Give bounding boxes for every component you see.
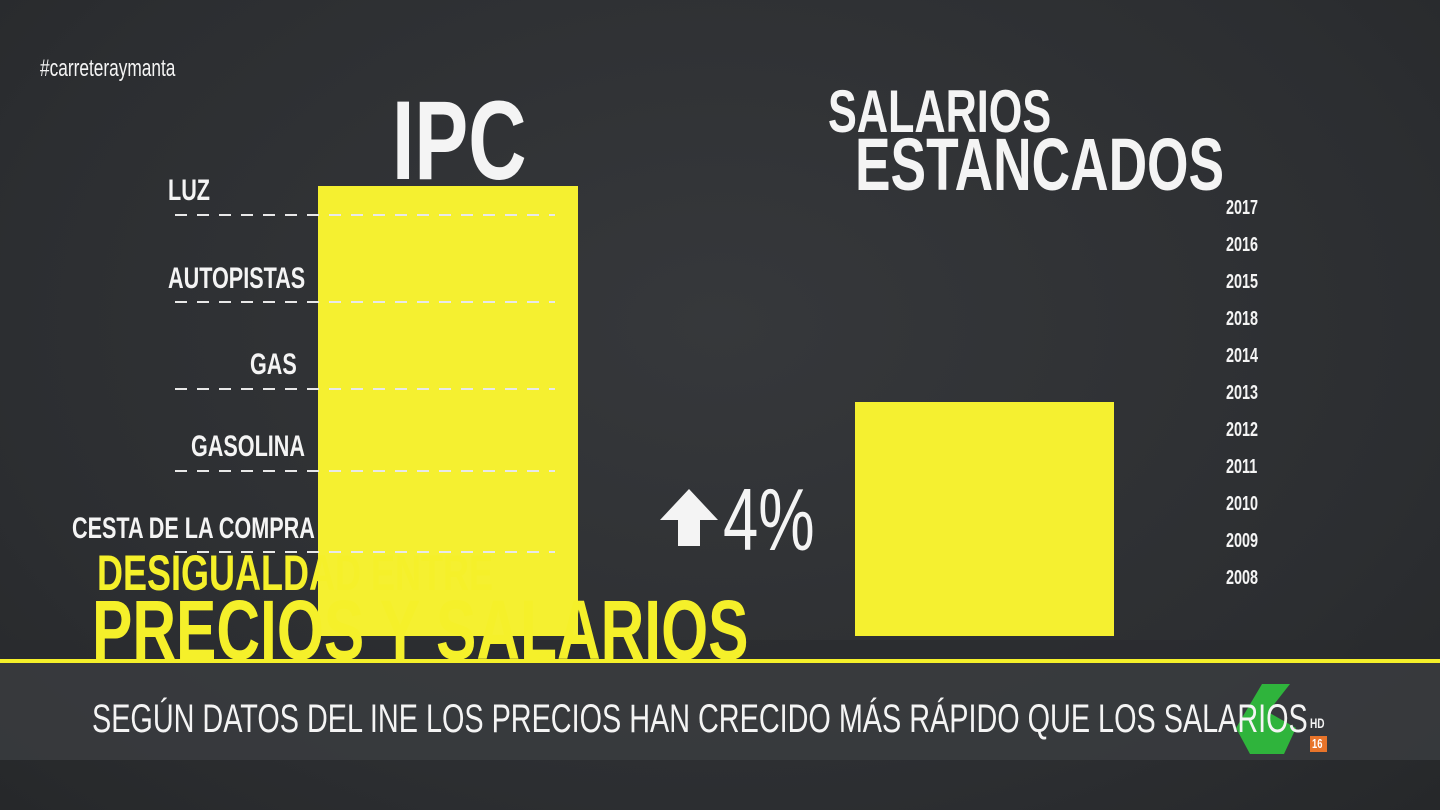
year-label: 2011 — [1226, 456, 1258, 478]
year-label: 2016 — [1226, 234, 1259, 256]
ipc-item-label: LUZ — [168, 174, 210, 207]
kicker: DESIGUALDAD ENTRE — [97, 545, 494, 601]
change-label: 4% — [723, 470, 815, 569]
year-label: 2008 — [1226, 567, 1259, 589]
year-label: 2015 — [1226, 271, 1259, 293]
headline: PRECIOS Y SALARIOS — [92, 583, 749, 677]
ipc-title: IPC — [392, 78, 527, 203]
hd-label: HD — [1310, 715, 1325, 731]
ipc-item-label: AUTOPISTAS — [168, 262, 306, 295]
band — [0, 640, 1440, 662]
year-label: 2012 — [1226, 419, 1259, 441]
year-label: 2018 — [1226, 308, 1259, 330]
year-label: 2013 — [1226, 382, 1259, 404]
year-label: 2014 — [1226, 345, 1259, 367]
ipc-bar — [318, 186, 578, 636]
year-label: 2009 — [1226, 530, 1259, 552]
ipc-item-label: GASOLINA — [191, 430, 306, 463]
ticker-band — [0, 662, 1440, 760]
year-label: 2010 — [1226, 493, 1259, 515]
year-label: 2017 — [1226, 197, 1259, 219]
salary-bar — [855, 402, 1114, 636]
salarios-subtitle: ESTANCADOS — [855, 123, 1225, 206]
ipc-item-label: CESTA DE LA COMPRA — [72, 512, 315, 545]
hashtag: #carreteraymanta — [40, 55, 176, 82]
ipc-item-label: GAS — [250, 348, 297, 381]
up-arrow — [660, 489, 718, 546]
logo-shape — [1236, 684, 1296, 754]
rating-box — [1310, 736, 1327, 752]
rating-label: 16 — [1312, 736, 1323, 751]
ticker: SEGÚN DATOS DEL INE LOS PRECIOS HAN CREC… — [92, 697, 1308, 741]
yellow-rule — [0, 659, 1440, 663]
salarios-title: SALARIOS — [828, 78, 1052, 145]
